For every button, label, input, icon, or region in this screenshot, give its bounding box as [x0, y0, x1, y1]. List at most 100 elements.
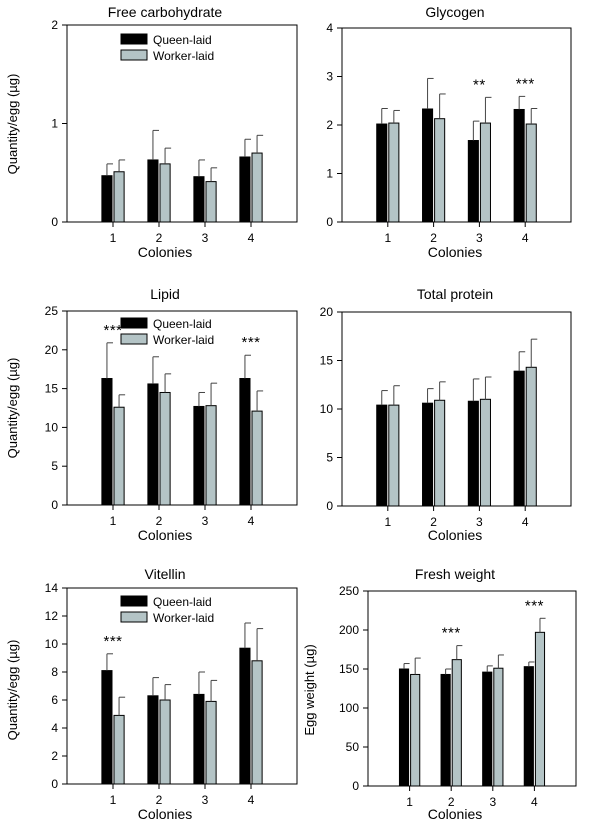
x-tick-label: 1	[384, 231, 391, 245]
x-tick-label: 1	[406, 795, 413, 809]
y-tick-label: 50	[346, 740, 360, 754]
y-tick-label: 10	[45, 420, 59, 434]
worker-laid-bar	[205, 700, 217, 785]
worker-laid-bar	[534, 631, 546, 787]
y-tick-label: 5	[326, 451, 333, 465]
legend: Queen-laid Worker-laid	[120, 595, 214, 625]
worker-laid-bar	[113, 171, 125, 223]
queen-laid-bar	[467, 140, 479, 223]
x-tick-label: 1	[110, 793, 117, 807]
plot-frame	[367, 590, 577, 787]
plot-frame	[66, 310, 298, 506]
significance-marker: **	[473, 76, 486, 93]
legend-swatch-queen-laid	[120, 595, 148, 607]
significance-marker: ***	[516, 75, 535, 92]
y-tick-label: 100	[339, 701, 359, 715]
queen-laid-bar	[467, 400, 479, 507]
worker-laid-bar	[159, 391, 171, 506]
worker-laid-bar	[525, 123, 537, 223]
queen-laid-bar	[193, 693, 205, 785]
worker-laid-bar	[251, 660, 263, 785]
worker-laid-bar	[205, 181, 217, 223]
y-tick-label: 20	[45, 343, 59, 357]
panel-marks-fresh-weight: 0 50 100 150 200 250 1 2 3 4 *** ***	[339, 584, 577, 809]
legend-swatch-worker-laid	[120, 49, 148, 61]
panel-free-carbohydrate: Free carbohydrate Colonies Quantity/egg …	[5, 4, 222, 260]
worker-laid-bar	[434, 118, 446, 223]
queen-laid-bar	[101, 670, 113, 785]
y-tick-label: 1	[51, 117, 58, 131]
y-axis-label: Egg weight (µg)	[302, 644, 317, 735]
y-tick-label: 6	[51, 693, 58, 707]
queen-laid-bar	[422, 108, 434, 223]
legend-label: Worker-laid	[153, 49, 214, 63]
x-axis-label: Colonies	[138, 527, 192, 543]
x-tick-label: 2	[156, 514, 163, 528]
legend-label: Queen-laid	[153, 595, 212, 609]
x-tick-label: 3	[202, 231, 209, 245]
queen-laid-bar	[239, 156, 251, 223]
y-tick-label: 0	[51, 498, 58, 512]
worker-laid-bar	[159, 163, 171, 223]
x-tick-label: 1	[384, 515, 391, 529]
x-tick-label: 1	[110, 514, 117, 528]
y-tick-label: 3	[326, 70, 333, 84]
queen-laid-bar	[482, 671, 493, 787]
queen-laid-bar	[101, 378, 113, 506]
legend-label: Worker-laid	[153, 333, 214, 347]
y-tick-label: 1	[326, 167, 333, 181]
panel-title: Total protein	[417, 286, 493, 302]
worker-laid-bar	[251, 410, 263, 506]
x-tick-label: 2	[156, 231, 163, 245]
y-tick-label: 20	[320, 305, 334, 319]
y-axis-label: Quantity/egg (µg)	[5, 358, 20, 459]
panel-total-protein: Total protein Colonies	[417, 286, 493, 543]
queen-laid-bar	[147, 159, 159, 223]
y-tick-label: 2	[51, 18, 58, 32]
panel-marks-total-protein: 0 5 10 15 20 1 2 3 4	[320, 305, 572, 529]
y-tick-label: 15	[320, 354, 334, 368]
x-tick-label: 3	[489, 795, 496, 809]
y-tick-label: 14	[45, 581, 59, 595]
y-tick-label: 4	[326, 21, 333, 35]
y-tick-label: 12	[45, 609, 59, 623]
panel-fresh-weight: Fresh weight Colonies Egg weight (µg)	[302, 566, 495, 822]
panel-marks-free-carbohydrate: 0 1 2 1 2 3 4 Queen-laid Worker-laid	[51, 18, 298, 245]
queen-laid-bar	[422, 402, 434, 507]
y-tick-label: 10	[320, 402, 334, 416]
queen-laid-bar	[239, 378, 251, 506]
legend: Queen-laid Worker-laid	[120, 33, 214, 63]
panel-title: Vitellin	[145, 566, 186, 582]
queen-laid-bar	[193, 405, 205, 506]
x-tick-label: 3	[202, 793, 209, 807]
queen-laid-bar	[513, 108, 525, 223]
x-tick-label: 3	[476, 231, 483, 245]
worker-laid-bar	[434, 399, 446, 507]
queen-laid-bar	[376, 123, 388, 223]
x-tick-label: 4	[248, 231, 255, 245]
queen-laid-bar	[101, 175, 113, 223]
x-axis-label: Colonies	[428, 806, 482, 822]
x-axis-label: Colonies	[428, 244, 482, 260]
x-tick-label: 3	[476, 515, 483, 529]
queen-laid-bar	[147, 383, 159, 506]
x-tick-label: 4	[531, 795, 538, 809]
significance-marker: ***	[103, 633, 122, 650]
x-axis-label: Colonies	[138, 244, 192, 260]
worker-laid-bar	[113, 714, 125, 785]
queen-laid-bar	[398, 668, 410, 787]
worker-laid-bar	[251, 152, 263, 223]
y-tick-label: 2	[326, 118, 333, 132]
legend-label: Worker-laid	[153, 611, 214, 625]
x-tick-label: 4	[522, 515, 529, 529]
worker-laid-bar	[113, 406, 125, 506]
worker-laid-bar	[388, 404, 400, 507]
y-tick-label: 10	[45, 637, 59, 651]
x-tick-label: 3	[202, 514, 209, 528]
queen-laid-bar	[513, 370, 525, 507]
queen-laid-bar	[376, 404, 388, 507]
queen-laid-bar	[239, 647, 251, 785]
y-tick-label: 15	[45, 382, 59, 396]
